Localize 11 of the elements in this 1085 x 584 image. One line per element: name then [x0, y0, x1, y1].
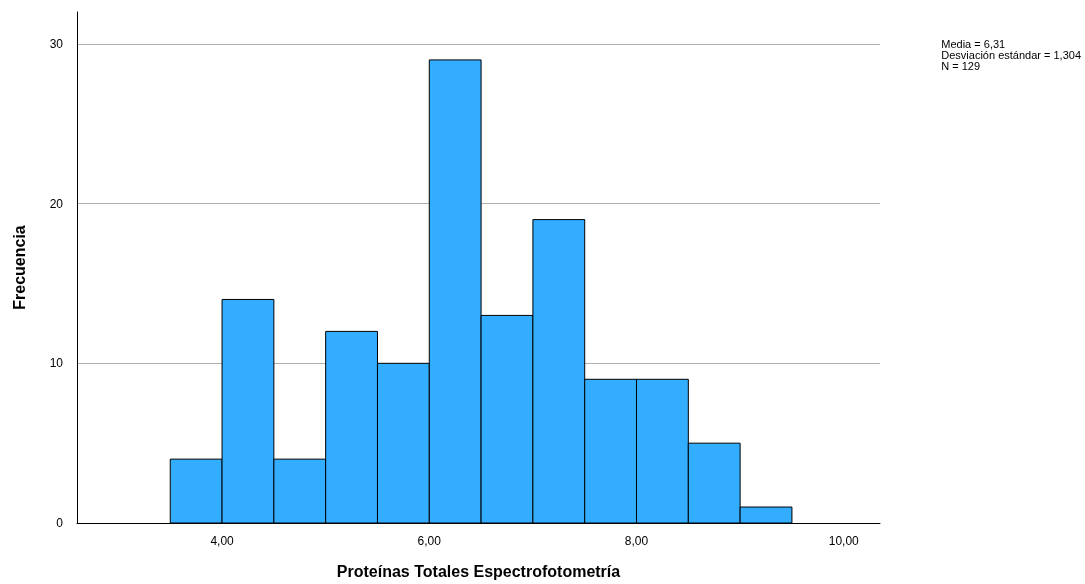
- x-tick-label: 6,00: [417, 534, 442, 548]
- x-tick-label: 4,00: [210, 534, 235, 548]
- x-axis-title: Proteínas Totales Espectrofotometría: [336, 562, 621, 580]
- y-tick-label: 0: [56, 516, 64, 530]
- x-tick-label: 8,00: [624, 534, 649, 548]
- x-tick-label: 10,00: [828, 534, 860, 548]
- y-axis-title: Frecuencia: [10, 225, 28, 310]
- text: Media = 6,31 Desviación estándar = 1,304 N = 129: [941, 37, 1082, 72]
- y-tick-label: 20: [49, 196, 64, 211]
- y-tick-label: 10: [49, 356, 64, 371]
- y-tick-label: 30: [49, 36, 64, 51]
